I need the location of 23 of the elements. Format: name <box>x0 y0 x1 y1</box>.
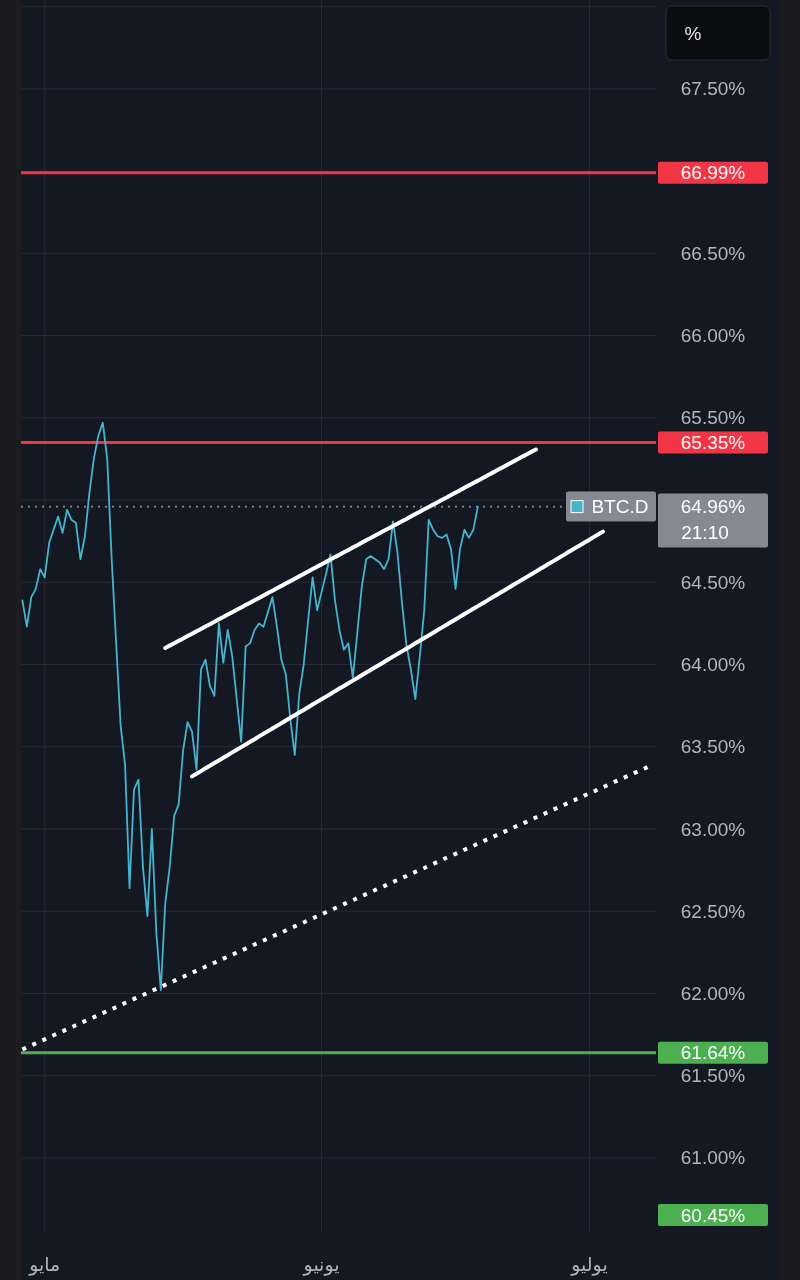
y-tick-label: 63.50% <box>680 736 746 758</box>
ref-line-label: 64.96% <box>680 496 746 518</box>
y-tick-label: 66.00% <box>680 325 746 347</box>
y-tick-label: 65.50% <box>680 407 746 429</box>
y-tick-label: 64.50% <box>680 571 746 593</box>
x-tick-label: مايو <box>29 1253 61 1275</box>
countdown: 21:10 <box>681 522 729 544</box>
unit-button: % <box>665 5 771 61</box>
offscreen-level-tag: 60.45% <box>658 1204 768 1226</box>
y-tick-label: 66.50% <box>680 242 746 264</box>
x-tick-label: يونيو <box>303 1253 340 1275</box>
ref-line-label: 61.64% <box>680 1042 746 1064</box>
y-tick-label: 61.00% <box>680 1147 746 1169</box>
y-tick-label: 61.50% <box>680 1065 746 1087</box>
y-tick-label: 64.00% <box>680 654 746 675</box>
x-tick-label: يوليو <box>571 1253 608 1275</box>
ref-line-label: 65.35% <box>680 431 746 453</box>
y-tick-label: 62.50% <box>680 900 746 922</box>
y-tick-label: 62.00% <box>680 983 746 1004</box>
y-tick-label: 63.00% <box>680 818 746 840</box>
y-tick-label: 67.50% <box>680 78 746 100</box>
legend-label: BTC.D <box>591 496 649 518</box>
ref-line-label: 66.99% <box>680 162 746 184</box>
